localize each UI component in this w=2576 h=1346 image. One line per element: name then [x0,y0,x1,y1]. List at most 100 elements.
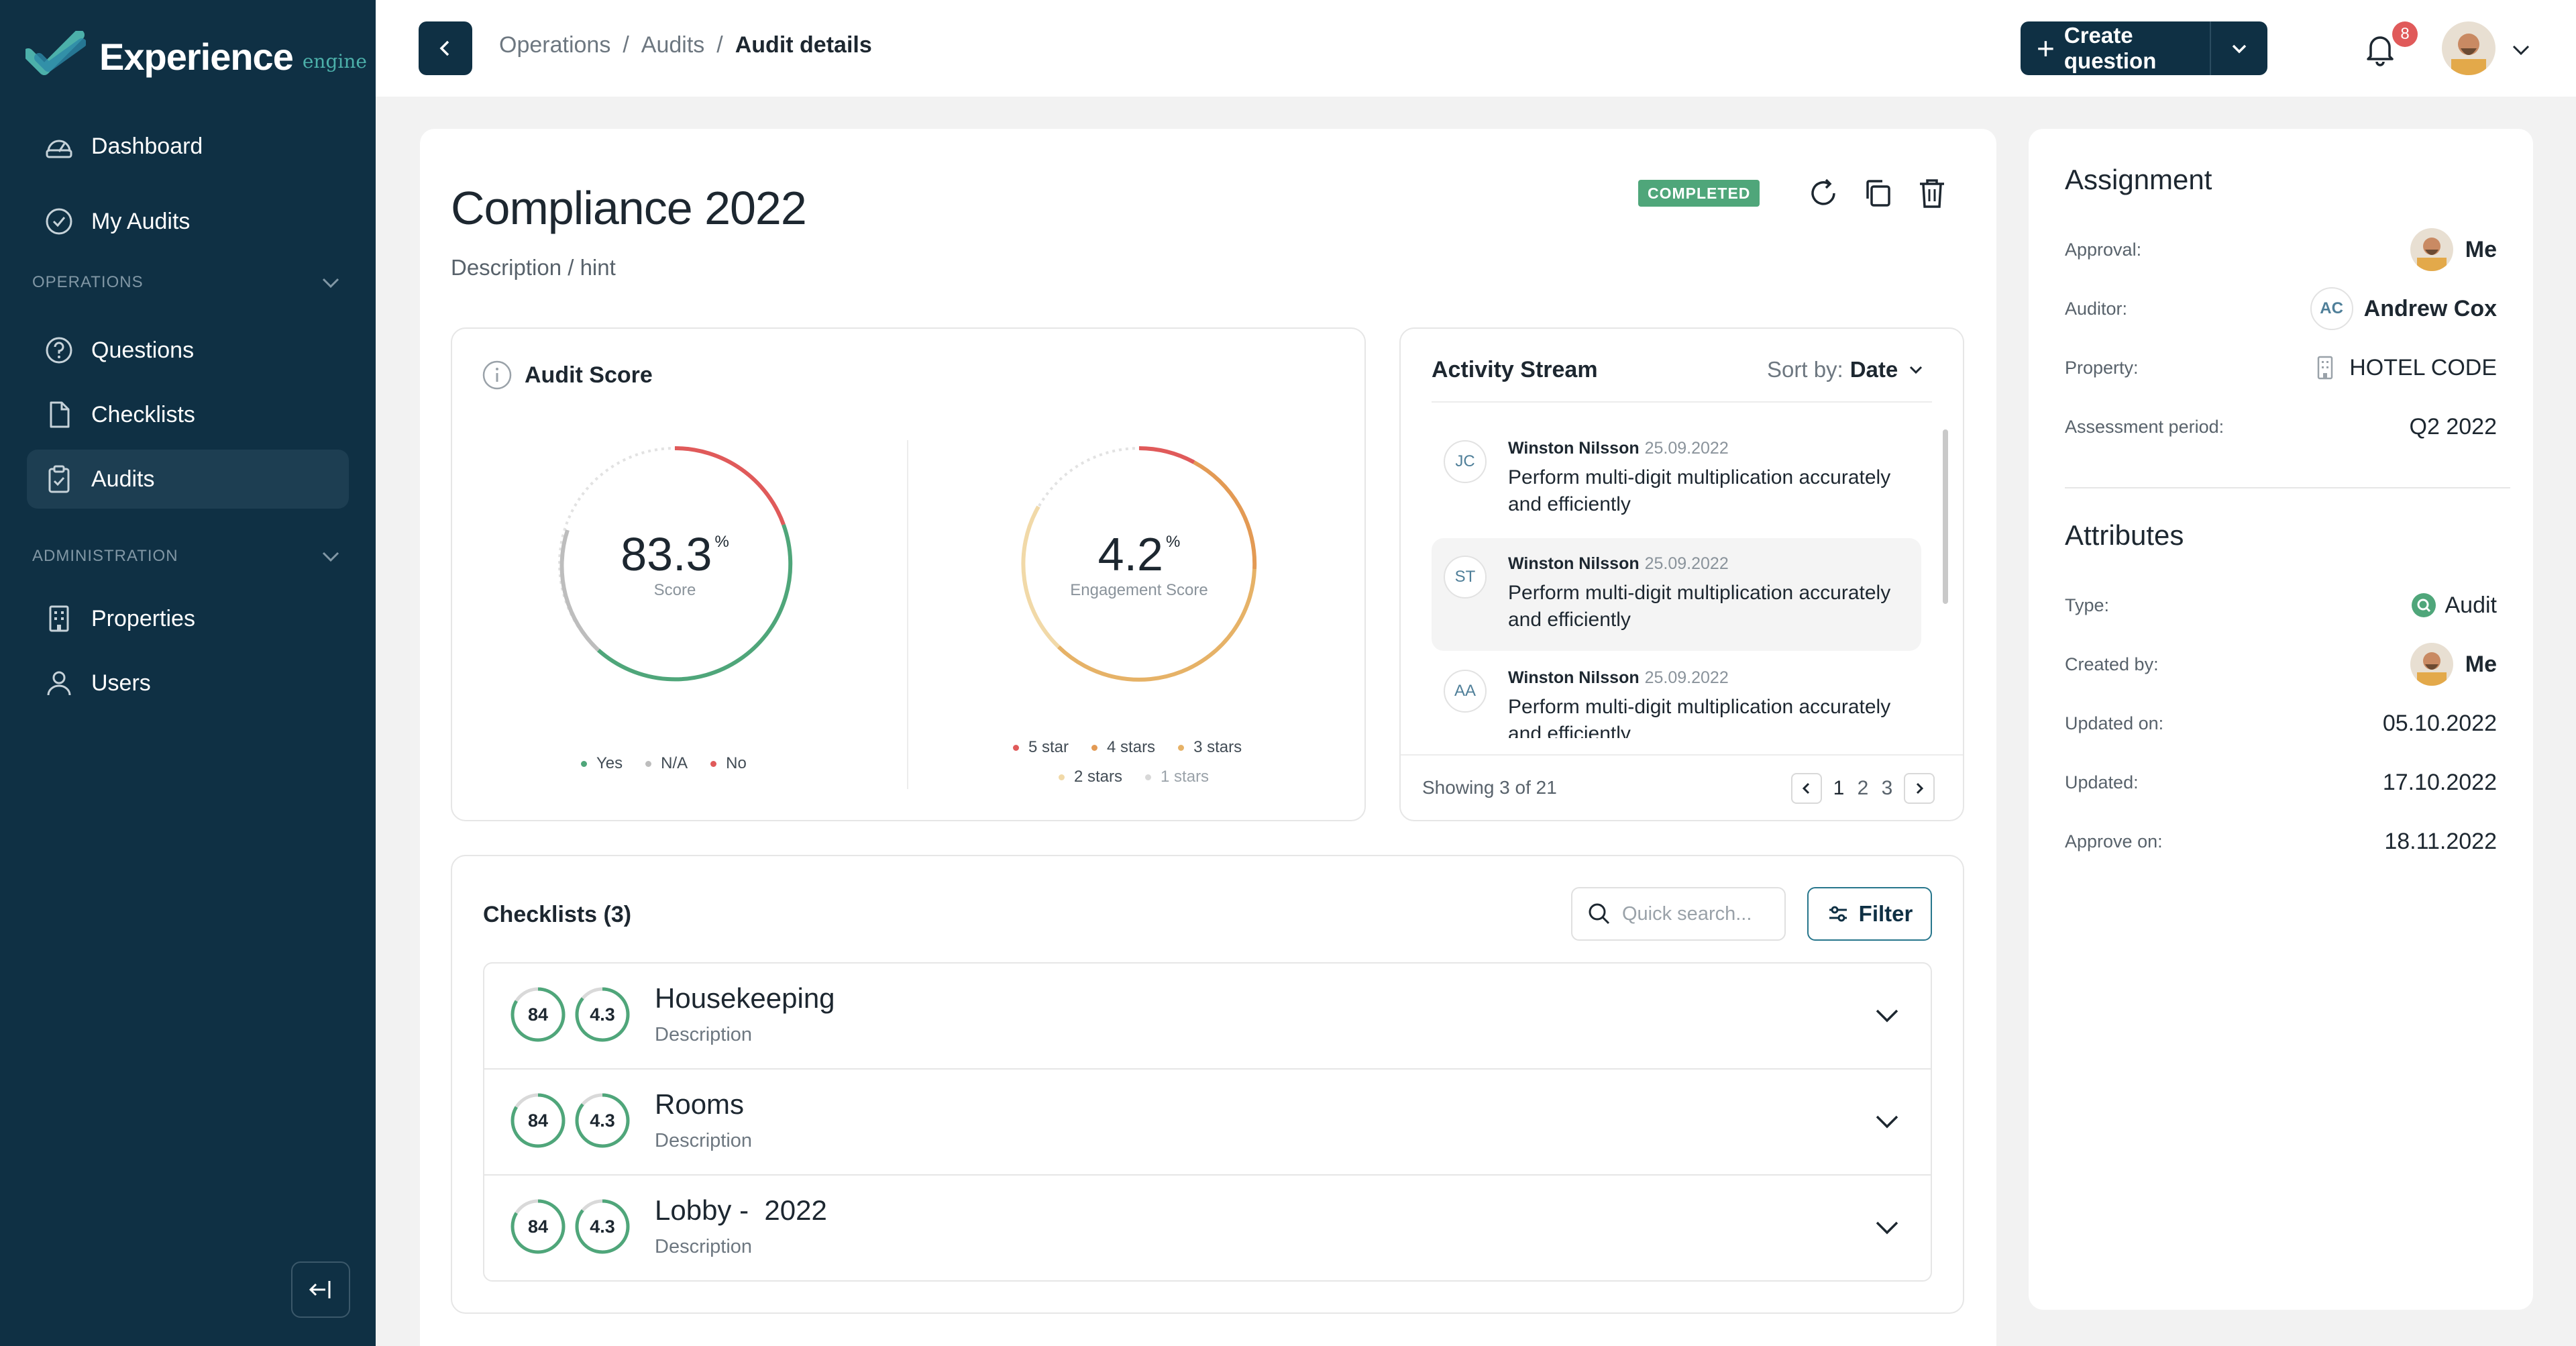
breadcrumb-operations[interactable]: Operations [499,32,611,58]
app-name: Experience [99,35,294,78]
section-administration[interactable]: ADMINISTRATION [32,539,342,573]
score-value: 83.3% [621,528,729,580]
chevron-down-icon[interactable] [2509,38,2533,62]
sidebar-item-label: Audits [91,466,155,492]
sidebar-item-checklists[interactable]: Checklists [27,385,349,444]
activity-text: Perform multi-digit multiplication accur… [1508,466,1891,515]
app-logo[interactable]: Experience engine [25,30,367,83]
approval-value[interactable]: Me [2410,228,2497,271]
next-page-button[interactable] [1904,773,1935,804]
engagement-legend-row2: 2 stars 1 stars [1059,768,1209,786]
page-2[interactable]: 2 [1857,777,1869,799]
avatar [2410,643,2453,686]
checklist-row-rooms[interactable]: 84 4.3 Rooms Description [483,1068,1932,1174]
filter-icon [1829,906,1847,922]
engagement-legend: 5 star 4 stars 3 stars [1013,738,1242,757]
prev-page-button[interactable] [1791,773,1822,804]
checklist-name: Rooms [655,1088,745,1120]
activity-date: 25.09.2022 [1644,554,1729,573]
filter-button[interactable]: Filter [1807,887,1932,941]
page-3[interactable]: 3 [1881,777,1893,799]
activity-item[interactable]: JC Winston Nilsson 25.09.2022 Perform mul… [1432,423,1921,535]
updated-value: 17.10.2022 [2382,769,2497,795]
section-label: OPERATIONS [32,273,144,291]
sort-value: Date [1849,357,1898,382]
plus-icon: + [2037,31,2055,66]
checklist-search[interactable] [1571,887,1786,941]
section-operations[interactable]: OPERATIONS [32,266,342,299]
checklist-row-lobby[interactable]: 84 4.3 Lobby - 2022 Description [483,1174,1932,1280]
chevron-down-icon[interactable] [1872,1212,1902,1243]
chevron-down-icon[interactable] [1872,1000,1902,1031]
audit-score-title: Audit Score [525,362,653,388]
status-badge: COMPLETED [1638,180,1760,207]
legend-2-stars: 2 stars [1059,768,1122,786]
legend-yes: Yes [581,754,623,773]
sidebar-item-users[interactable]: Users [27,654,349,713]
question-circle-icon [46,337,72,364]
sidebar-item-dashboard[interactable]: Dashboard [27,117,349,176]
activity-item[interactable]: AA Winston Nilsson 25.09.2022 Perform mul… [1432,652,1921,738]
checklist-rating-ring: 4.3 [574,1198,631,1255]
activity-stream-title: Activity Stream [1432,357,1598,382]
refresh-icon[interactable] [1806,176,1841,211]
property-row: Property: HOTEL CODE [2065,348,2497,388]
page-title: Compliance 2022 [451,182,807,234]
search-input[interactable] [1622,902,1770,925]
user-avatar[interactable] [2442,21,2496,75]
user-icon [47,671,71,696]
activity-item[interactable]: ST Winston Nilsson 25.09.2022 Perform mul… [1432,538,1921,651]
checklist-name: Housekeeping [655,982,835,1014]
approval-row: Approval: Me [2065,228,2497,271]
checklist-score-ring: 84 [510,1198,566,1255]
activity-scrollbar[interactable] [1943,429,1948,604]
score-ring-chart [558,446,793,682]
audit-description: Description / hint [451,255,616,280]
chevron-down-icon [322,278,339,289]
activity-date: 25.09.2022 [1644,439,1729,458]
pagination-summary: Showing 3 of 21 [1422,777,1557,798]
sidebar-item-properties[interactable]: Properties [27,589,349,648]
audit-type-icon [2411,593,2436,617]
created-by-value[interactable]: Me [2410,643,2497,686]
checklist-name: Lobby - 2022 [655,1194,827,1226]
activity-date: 25.09.2022 [1644,668,1729,687]
engagement-ring: 4.2% Engagement Score [1018,443,1260,684]
back-button[interactable] [419,21,472,75]
activity-avatar: JC [1444,440,1487,483]
legend-3-stars: 3 stars [1178,738,1242,757]
bell-icon[interactable] [2361,30,2399,67]
breadcrumb-separator: / [623,32,629,58]
activity-avatar: AA [1444,670,1487,713]
chevron-down-icon[interactable] [1872,1106,1902,1137]
chevron-right-icon [1916,782,1924,794]
divider [484,1068,1931,1070]
sidebar-item-questions[interactable]: Questions [27,321,349,380]
sidebar-item-label: Checklists [91,401,195,427]
checklist-row-housekeeping[interactable]: 84 4.3 Housekeeping Description [483,962,1932,1068]
delete-icon[interactable] [1915,176,1949,211]
info-icon[interactable] [482,360,513,391]
create-options-dropdown[interactable] [2210,21,2267,75]
sidebar-item-my-audits[interactable]: My Audits [27,192,349,251]
period-row: Assessment period: Q2 2022 [2065,407,2497,447]
property-value[interactable]: HOTEL CODE [2312,354,2497,381]
divider [1401,754,1963,756]
create-question-button[interactable]: + Create question [2021,21,2210,75]
top-bar: Operations / Audits / Audit details + Cr… [376,0,2576,97]
clipboard-check-icon [48,465,70,493]
activity-list: JC Winston Nilsson 25.09.2022 Perform mul… [1432,423,1921,738]
breadcrumb-audits[interactable]: Audits [641,32,705,58]
create-question-split-button: + Create question [2021,21,2267,75]
score-label: Score [653,581,696,599]
sidebar-item-label: Users [91,670,151,696]
sort-dropdown[interactable]: Sort by: Date [1767,357,1925,382]
auditor-value[interactable]: AC Andrew Cox [2310,287,2497,330]
breadcrumb-separator: / [716,32,723,58]
checklist-rating-ring: 4.3 [574,986,631,1043]
collapse-sidebar-button[interactable] [291,1261,350,1318]
page-1[interactable]: 1 [1833,777,1845,799]
sidebar-item-audits[interactable]: Audits [27,450,349,509]
copy-icon[interactable] [1861,176,1896,211]
chevron-left-icon [1802,782,1810,794]
